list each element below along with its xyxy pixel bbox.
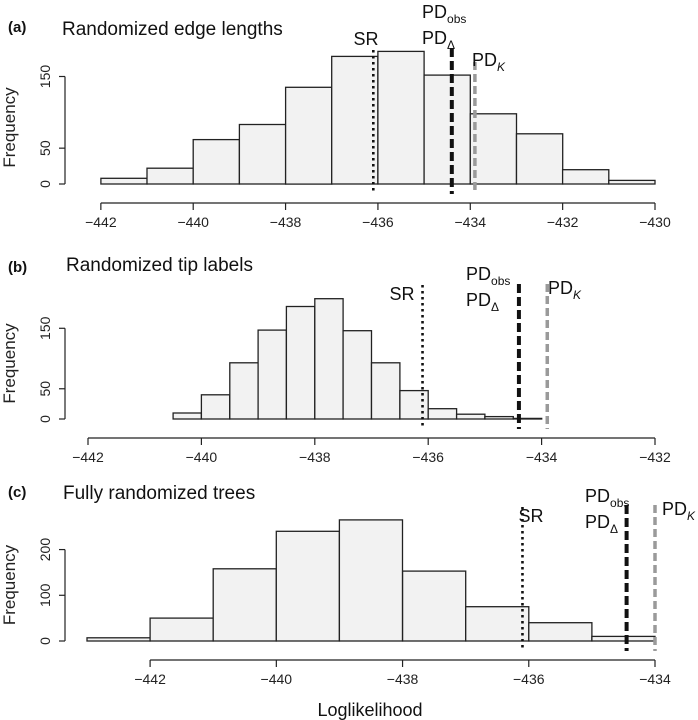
x-tick-label: −442 (85, 214, 117, 230)
histogram-bar (149, 617, 214, 642)
y-tick-label: 150 (37, 65, 53, 89)
y-tick-label: 0 (37, 415, 53, 423)
panel-letter: (b) (8, 259, 27, 276)
histogram-bar (423, 74, 471, 185)
y-tick-label: 200 (37, 538, 53, 562)
x-tick-label: −430 (639, 214, 671, 230)
x-tick-label: −440 (177, 214, 209, 230)
reference-label-pd-k: PDK (548, 278, 582, 302)
reference-label-pd-obs: PDobs (422, 2, 466, 26)
y-tick-label: 100 (37, 583, 53, 607)
histogram-bar (275, 530, 341, 642)
y-axis-label: Frequency (0, 87, 19, 168)
histogram-bar (512, 417, 543, 420)
histogram-bar (401, 570, 467, 642)
x-tick-label: −436 (513, 671, 545, 687)
histogram-bar (172, 412, 203, 420)
x-tick-label: −436 (362, 214, 394, 230)
x-tick-label: −436 (412, 449, 444, 465)
panel-title: Fully randomized trees (63, 483, 255, 504)
histogram-bar (284, 86, 333, 185)
histogram-bar (515, 133, 564, 185)
histogram-bar (192, 138, 241, 185)
panel-letter: (a) (8, 19, 26, 36)
x-tick-label: −434 (455, 214, 487, 230)
x-axis-label: Loglikelihood (317, 700, 422, 720)
histogram-bar (591, 635, 656, 642)
panel-title: Randomized edge lengths (62, 19, 283, 40)
reference-label-sr: SR (518, 506, 543, 526)
x-tick-label: −442 (72, 449, 104, 465)
histogram-bar (314, 298, 344, 420)
histogram-bar (377, 50, 425, 185)
reference-label-pd-obs: PDobs (585, 486, 629, 510)
y-axis-label: Frequency (0, 323, 19, 404)
panel-b: (b) Randomized tip labels −442 −440 −438 −436… (0, 255, 671, 465)
x-tick-label: −432 (547, 214, 579, 230)
histogram-bar (212, 568, 277, 642)
panel-title: Randomized tip labels (66, 255, 253, 276)
x-tick-label: −434 (526, 449, 558, 465)
y-tick-label: 0 (37, 637, 53, 645)
reference-label-sr: SR (389, 284, 414, 304)
x-tick-label: −438 (387, 671, 419, 687)
x-tick-label: −442 (134, 671, 166, 687)
panel-letter: (c) (8, 484, 26, 501)
reference-label-sr: SR (353, 29, 378, 49)
x-tick-label: −438 (299, 449, 331, 465)
histogram-bar (285, 305, 316, 420)
histogram-bar (399, 389, 429, 420)
reference-label-pd-k: PDK (662, 499, 696, 523)
histogram-bar (257, 329, 288, 420)
histogram-bar (86, 637, 151, 642)
x-tick-label: −434 (639, 671, 671, 687)
histogram-bar (100, 177, 148, 185)
y-axis-label: Frequency (0, 544, 19, 625)
histogram-bar (342, 330, 373, 420)
x-tick-label: −440 (186, 449, 218, 465)
histogram-bar (229, 362, 259, 420)
reference-label-pd-obs: PDobs (466, 264, 510, 288)
y-tick-label: 50 (37, 140, 53, 156)
histogram-bar (370, 362, 401, 420)
histogram-bar (455, 413, 486, 420)
histogram-bar (200, 394, 231, 420)
histogram-bar (528, 622, 593, 642)
reference-label-pd-delta: PDΔ (585, 512, 618, 536)
y-tick-label: 50 (37, 381, 53, 397)
histogram-bar (484, 415, 514, 420)
y-tick-label: 0 (37, 180, 53, 188)
histogram-bar (331, 55, 379, 185)
reference-label-pd-delta: PDΔ (422, 28, 455, 52)
histogram-bar (338, 519, 404, 642)
x-tick-label: −438 (270, 214, 302, 230)
histogram-bar (561, 169, 610, 185)
reference-label-pd-delta: PDΔ (466, 290, 499, 314)
reference-label-pd-k: PDK (472, 50, 506, 74)
panel-a: (a) Randomized edge lengths −442 −440 −438 −4… (0, 2, 671, 230)
histogram-bar (608, 179, 656, 185)
x-tick-label: −440 (261, 671, 293, 687)
x-tick-label: −432 (639, 449, 671, 465)
panel-c: (c) Fully randomized trees −442 −440 −438 −43… (0, 483, 696, 687)
histogram-bar (469, 113, 518, 185)
histogram-bar (465, 606, 530, 642)
y-tick-label: 150 (37, 316, 53, 340)
histogram-bar (146, 167, 194, 185)
histogram-bar (238, 123, 287, 185)
histogram-bar (427, 408, 458, 420)
